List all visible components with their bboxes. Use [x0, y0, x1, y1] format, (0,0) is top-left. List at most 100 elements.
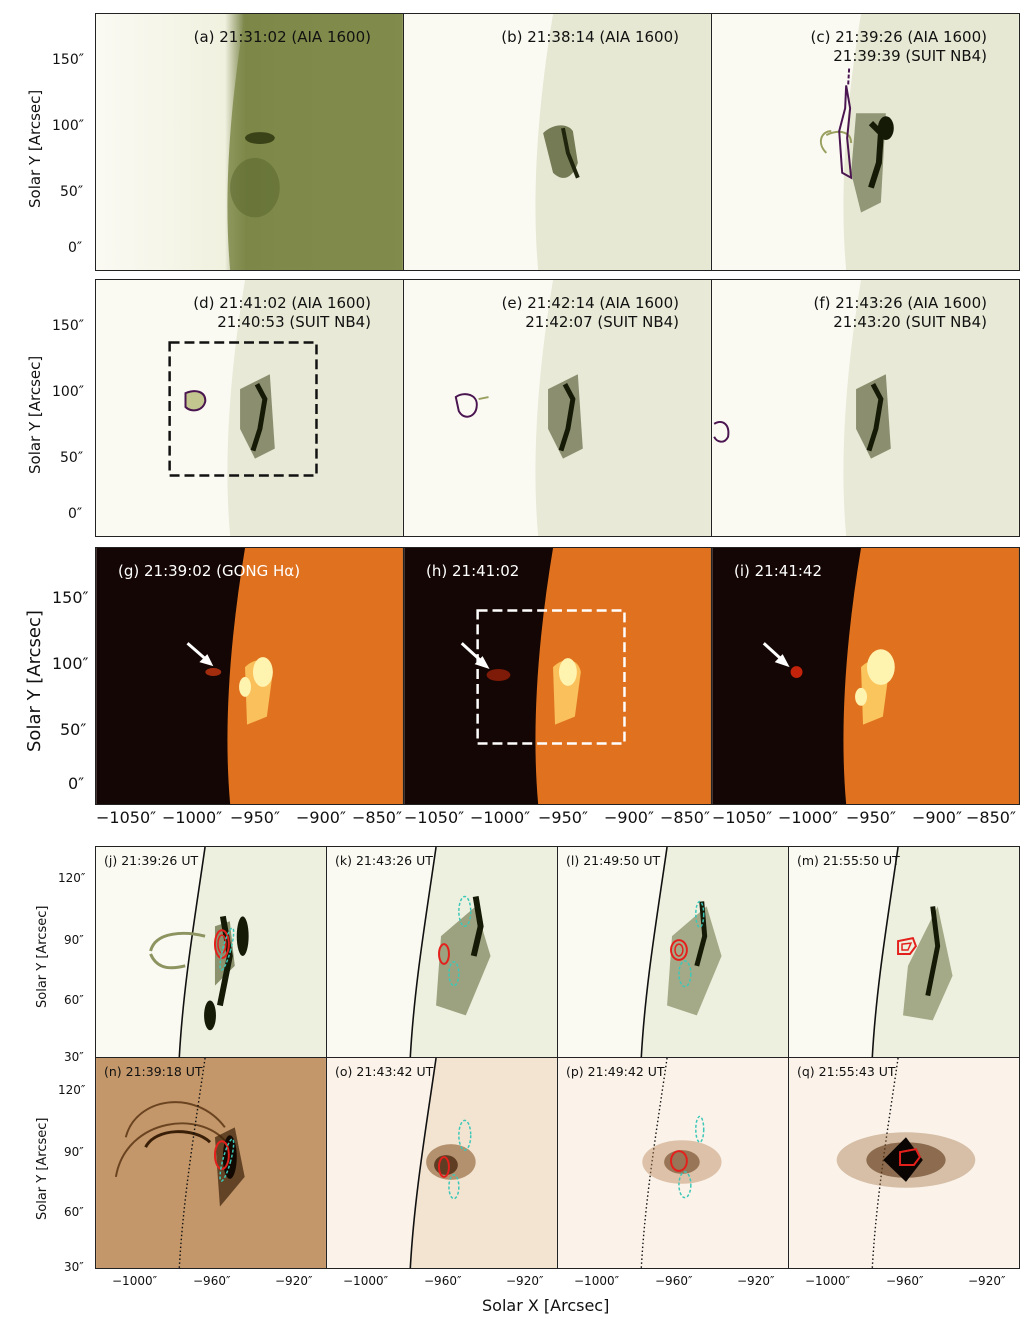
y-axis-label-row1: Solar Y [Arcsec] — [26, 89, 44, 208]
panel-label: (i) 21:41:42 — [734, 562, 823, 580]
aia-image-j — [96, 847, 326, 1057]
x-tick: −960″ — [886, 1274, 924, 1288]
panel-g: (g) 21:39:02 (GONG Hα) — [95, 547, 404, 805]
aia-image-c — [712, 14, 1019, 270]
panel-label: (e) 21:42:14 (AIA 1600) 21:42:07 (SUIT N… — [501, 294, 679, 331]
x-tick: −850″ — [660, 808, 710, 827]
panel-d: (d) 21:41:02 (AIA 1600) 21:40:53 (SUIT N… — [95, 279, 404, 537]
panel-label: (g) 21:39:02 (GONG Hα) — [118, 562, 301, 580]
x-tick: −950″ — [538, 808, 588, 827]
panel-i: (i) 21:41:42 — [711, 547, 1020, 805]
panel-m: (m) 21:55:50 UT — [788, 846, 1020, 1058]
y-tick: 150″ — [52, 588, 89, 607]
aia-image-b — [404, 14, 711, 270]
aia-image-l — [558, 847, 788, 1057]
y-tick: 150″ — [52, 318, 84, 334]
aia-image-a — [96, 14, 403, 270]
x-tick: −900″ — [296, 808, 346, 827]
panel-h: (h) 21:41:02 — [403, 547, 712, 805]
x-tick: −1000″ — [778, 808, 839, 827]
panel-f: (f) 21:43:26 (AIA 1600) 21:43:20 (SUIT N… — [711, 279, 1020, 537]
y-tick: 100″ — [52, 118, 84, 134]
y-tick: 30″ — [64, 1260, 84, 1274]
x-tick: −1000″ — [574, 1274, 620, 1288]
panel-k: (k) 21:43:26 UT — [326, 846, 558, 1058]
y-tick: 100″ — [52, 654, 89, 673]
euv-image-q — [789, 1058, 1019, 1268]
y-tick: 0″ — [68, 774, 85, 793]
halpha-image-i — [712, 548, 1019, 804]
panel-label: (p) 21:49:42 UT — [566, 1064, 665, 1079]
x-tick: −1000″ — [112, 1274, 158, 1288]
panel-label: (j) 21:39:26 UT — [104, 853, 199, 868]
panel-label: (q) 21:55:43 UT — [797, 1064, 896, 1079]
panel-label: (l) 21:49:50 UT — [566, 853, 661, 868]
panel-label: (o) 21:43:42 UT — [335, 1064, 434, 1079]
y-axis-label-row2: Solar Y [Arcsec] — [26, 355, 44, 474]
panel-b: (b) 21:38:14 (AIA 1600) — [403, 13, 712, 271]
panel-a: (a) 21:31:02 (AIA 1600) — [95, 13, 404, 271]
panel-j: (j) 21:39:26 UT — [95, 846, 327, 1058]
y-tick: 150″ — [52, 52, 84, 68]
panel-p: (p) 21:49:42 UT — [557, 1057, 789, 1269]
x-tick: −1000″ — [470, 808, 531, 827]
halpha-image-g — [96, 548, 403, 804]
x-tick: −850″ — [352, 808, 402, 827]
panel-label: (a) 21:31:02 (AIA 1600) — [193, 28, 371, 46]
y-tick: 120″ — [58, 871, 86, 885]
x-tick: −1050″ — [404, 808, 465, 827]
x-tick: −920″ — [506, 1274, 544, 1288]
y-axis-label-row3: Solar Y [Arcsec] — [24, 610, 45, 752]
x-tick: −1050″ — [96, 808, 157, 827]
y-tick: 120″ — [58, 1083, 86, 1097]
x-tick: −900″ — [912, 808, 962, 827]
euv-image-o — [327, 1058, 557, 1268]
y-axis-label-row4: Solar Y [Arcsec] — [35, 905, 50, 1009]
panel-q: (q) 21:55:43 UT — [788, 1057, 1020, 1269]
x-tick: −950″ — [846, 808, 896, 827]
y-tick: 30″ — [64, 1050, 84, 1064]
y-axis-label-row5: Solar Y [Arcsec] — [35, 1117, 50, 1221]
panel-label: (b) 21:38:14 (AIA 1600) — [501, 28, 679, 46]
panel-label: (c) 21:39:26 (AIA 1600) 21:39:39 (SUIT N… — [810, 28, 987, 65]
panel-o: (o) 21:43:42 UT — [326, 1057, 558, 1269]
y-tick: 0″ — [68, 506, 83, 522]
panel-e: (e) 21:42:14 (AIA 1600) 21:42:07 (SUIT N… — [403, 279, 712, 537]
panel-c: (c) 21:39:26 (AIA 1600) 21:39:39 (SUIT N… — [711, 13, 1020, 271]
y-tick: 100″ — [52, 384, 84, 400]
y-tick: 90″ — [64, 933, 84, 947]
x-tick: −950″ — [230, 808, 280, 827]
x-axis-label: Solar X [Arcsec] — [482, 1296, 610, 1315]
aia-image-f — [712, 280, 1019, 536]
y-tick: 60″ — [64, 1205, 84, 1219]
panel-label: (n) 21:39:18 UT — [104, 1064, 203, 1079]
panel-label: (k) 21:43:26 UT — [335, 853, 433, 868]
euv-image-p — [558, 1058, 788, 1268]
x-tick: −1000″ — [805, 1274, 851, 1288]
y-tick: 60″ — [64, 993, 84, 1007]
y-tick: 50″ — [60, 184, 84, 200]
aia-image-k — [327, 847, 557, 1057]
x-tick: −1000″ — [343, 1274, 389, 1288]
x-tick: −1050″ — [712, 808, 773, 827]
aia-image-m — [789, 847, 1019, 1057]
x-tick: −960″ — [424, 1274, 462, 1288]
panel-n: (n) 21:39:18 UT — [95, 1057, 327, 1269]
x-tick: −960″ — [655, 1274, 693, 1288]
aia-image-d — [96, 280, 403, 536]
panel-label: (h) 21:41:02 — [426, 562, 520, 580]
y-tick: 0″ — [68, 240, 83, 256]
y-tick: 90″ — [64, 1145, 84, 1159]
x-tick: −920″ — [275, 1274, 313, 1288]
x-tick: −850″ — [966, 808, 1016, 827]
panel-label: (d) 21:41:02 (AIA 1600) 21:40:53 (SUIT N… — [193, 294, 371, 331]
x-tick: −920″ — [968, 1274, 1006, 1288]
halpha-image-h — [404, 548, 711, 804]
y-tick: 50″ — [60, 450, 84, 466]
x-tick: −900″ — [604, 808, 654, 827]
x-tick: −960″ — [193, 1274, 231, 1288]
panel-label: (f) 21:43:26 (AIA 1600) 21:43:20 (SUIT N… — [813, 294, 987, 331]
panel-l: (l) 21:49:50 UT — [557, 846, 789, 1058]
x-tick: −920″ — [737, 1274, 775, 1288]
aia-image-e — [404, 280, 711, 536]
